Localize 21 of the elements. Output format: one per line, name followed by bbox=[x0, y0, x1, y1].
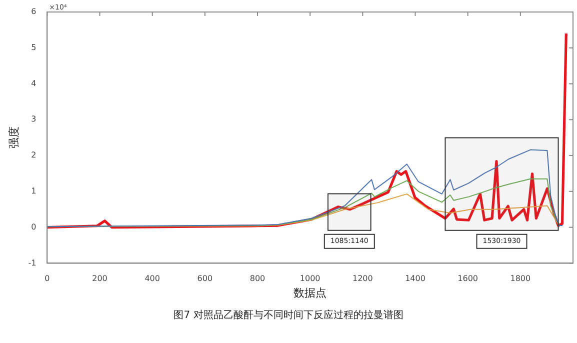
x-tick-label: 400 bbox=[144, 274, 160, 284]
x-tick-label: 1800 bbox=[510, 274, 531, 284]
y-tick-label: 3 bbox=[31, 114, 36, 124]
y-tick-label: 1 bbox=[31, 186, 36, 196]
y-tick-label: -1 bbox=[28, 258, 36, 268]
y-tick-label: 2 bbox=[31, 150, 36, 160]
x-tick-label: 1600 bbox=[458, 274, 478, 284]
x-tick-label: 1200 bbox=[352, 274, 373, 284]
y-tick-label: 5 bbox=[31, 42, 36, 52]
text: 图7 对照品乙酸酐与不同时间下反应过程的拉曼谱图 bbox=[172, 308, 404, 322]
x-tick-label: 800 bbox=[250, 274, 266, 284]
y-axis-title: 强度 bbox=[7, 126, 20, 149]
y-tick-label: 6 bbox=[31, 7, 36, 16]
x-tick-label: 200 bbox=[92, 274, 108, 284]
y-tick-label: 4 bbox=[31, 78, 36, 88]
x-axis-title: 数据点 bbox=[294, 286, 327, 300]
x-tick-label: 0 bbox=[44, 274, 50, 284]
x-tick-label: 1000 bbox=[300, 274, 320, 284]
x-tick-label: 1400 bbox=[405, 274, 426, 284]
y-tick-label: 0 bbox=[31, 222, 36, 232]
x-tick-label: 600 bbox=[197, 274, 213, 284]
